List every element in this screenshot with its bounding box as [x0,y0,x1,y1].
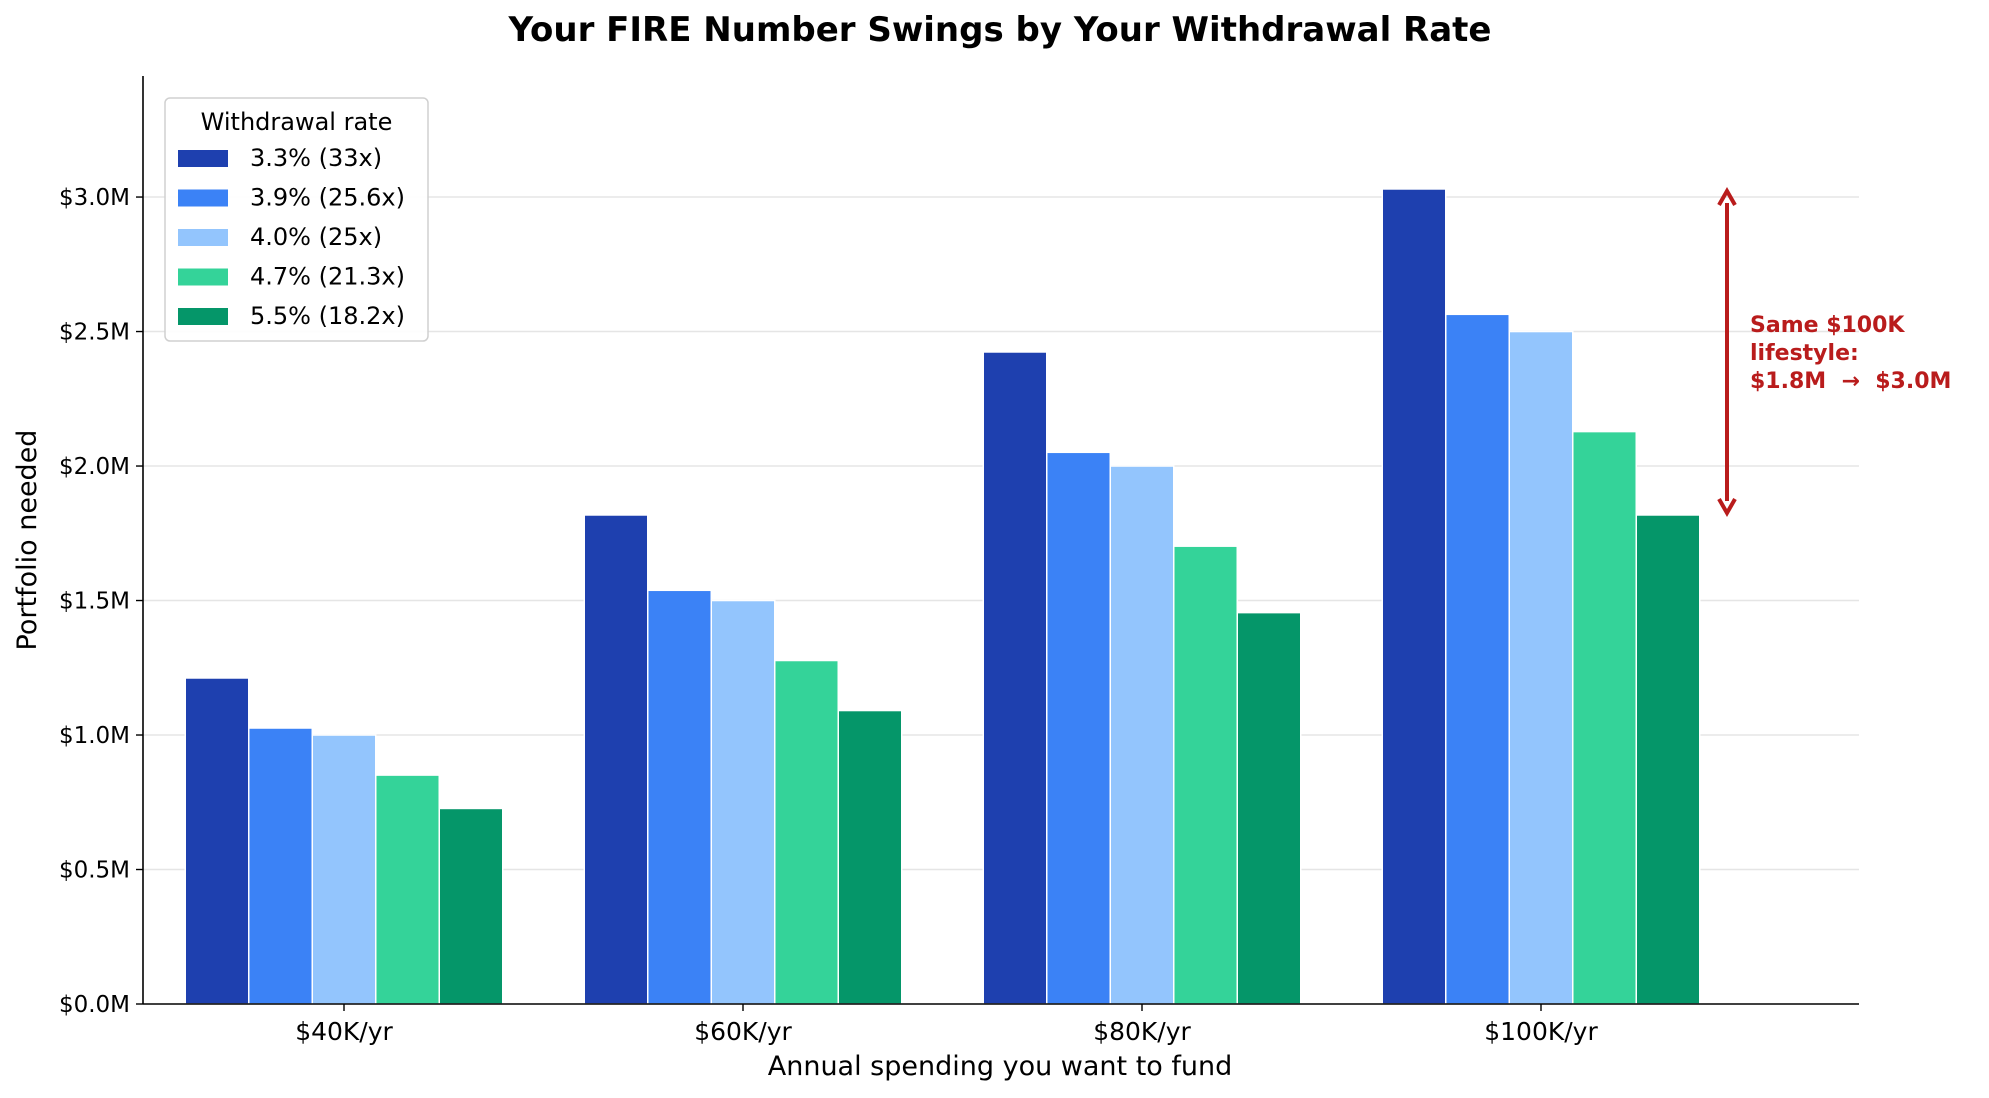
bar [647,589,712,1005]
bar [1046,451,1111,1005]
y-tick-label: $2.5M [59,320,130,346]
bar [311,734,377,1005]
x-axis-label: Annual spending you want to fund [768,1051,1233,1082]
chart-title: Your FIRE Number Swings by Your Withdraw… [508,10,1492,50]
annotation-arrow-head-top [1717,186,1737,206]
legend-entry-label: 4.7% (21.3x) [250,263,405,291]
bars [184,188,1701,1005]
legend-entry-label: 3.3% (33x) [250,144,382,172]
y-tick-label: $1.5M [59,589,130,615]
y-axis-label: Portfolio needed [12,430,43,651]
bar [1173,545,1238,1005]
bar [583,514,649,1005]
legend-entry-label: 4.0% (25x) [250,223,382,251]
legend-entry-label: 3.9% (25.6x) [250,184,405,212]
legend-swatch [178,308,228,325]
y-tick-label: $0.0M [59,992,130,1018]
legend-swatch [178,150,228,167]
x-tick-label: $80K/yr [1093,1017,1191,1046]
legend-swatch [178,229,228,246]
y-tick-label: $3.0M [59,185,130,211]
bar [1445,313,1510,1005]
legend-swatch [178,189,228,207]
x-tick-label: $100K/yr [1484,1017,1598,1046]
legend-swatch [178,268,228,286]
bar [1572,430,1637,1005]
annotation-text-line: Same $100K [1750,313,1905,338]
bar [1109,465,1175,1005]
legend-title: Withdrawal rate [201,108,393,136]
bar [774,659,839,1005]
bar [248,727,313,1005]
bar [1508,330,1574,1005]
bar [982,351,1048,1005]
bar [184,677,250,1005]
annotation-arrow-head-bottom [1717,497,1737,518]
x-tick-label: $60K/yr [694,1017,792,1046]
legend-box [164,97,429,342]
y-tick-label: $0.5M [59,858,130,884]
annotation-text-line: $1.8M → $3.0M [1750,369,1951,394]
legend-entry-label: 5.5% (18.2x) [250,302,405,330]
legend: Withdrawal rate 3.3% (33x) 3.9% (25.6x) 4.0… [164,97,429,342]
y-tick-label: $1.0M [59,723,130,749]
y-tick-label: $2.0M [59,454,130,480]
bar [1381,188,1447,1005]
annotation: Same $100K lifestyle: $1.8M → $3.0M [1717,186,1951,518]
bar [837,709,903,1005]
bar [710,599,776,1005]
bar [1236,611,1302,1005]
x-tick-label: $40K/yr [295,1017,393,1046]
bar [375,774,440,1005]
bar [1635,514,1701,1005]
annotation-text-line: lifestyle: [1750,341,1859,366]
axes: $0.0M $0.5M $1.0M $1.5M $2.0M $2.5M $3.0M $40K/… [59,76,1859,1046]
bar [438,807,504,1005]
